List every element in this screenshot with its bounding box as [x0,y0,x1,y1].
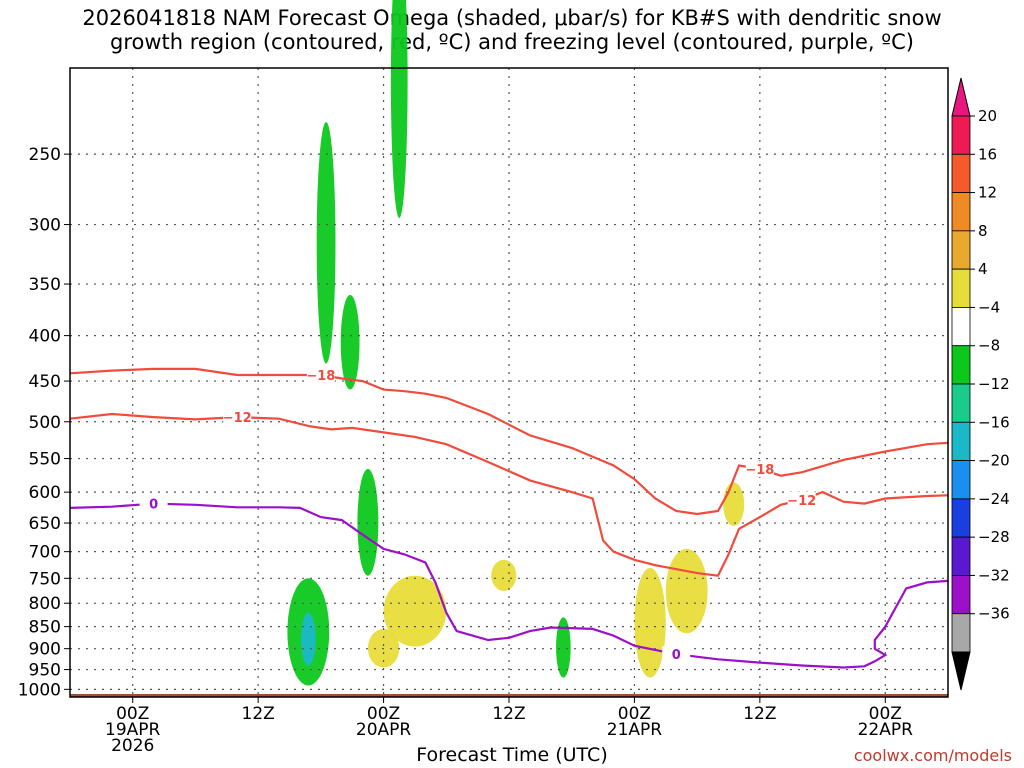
x-tick-label: 00Z [116,704,149,724]
contour-2 [69,502,949,669]
colorbar-label: 4 [978,260,988,278]
omega-region-11 [665,548,708,634]
omega-region-1 [390,0,408,219]
contour-label-bg [223,409,252,426]
contour-label-bg [745,460,774,477]
colorbar-bottom-arrow [951,651,971,691]
contour-layer: −18 −18 −12 −12 0 0 [69,367,949,669]
ground-layer [70,693,948,697]
contour-label: −12 [787,494,816,509]
y-tick-label: 300 [29,216,61,236]
colorbar-swatch [951,307,971,347]
x-tick-label: 20APR [356,720,412,740]
colorbar-label: −32 [978,566,1010,584]
colorbar-label: −36 [978,605,1010,623]
colorbar-swatch [951,153,971,193]
x-axis-label: Forecast Time (UTC) [416,744,608,766]
omega-region-5 [556,617,571,678]
colorbar-label: −4 [978,298,1000,316]
contour-label-bg [139,495,168,512]
y-tick-label: 900 [29,640,61,660]
y-tick-label: 850 [29,618,61,638]
y-tick-label: 750 [29,569,61,589]
colorbar-swatch [951,383,971,423]
y-tick-label: 800 [29,594,61,614]
contour-1 [69,412,949,577]
grid-layer [70,68,948,697]
colorbar-label: 12 [978,184,997,202]
y-tick-label: 650 [29,514,61,534]
y-tick-label: 950 [29,661,61,681]
x-tick-label: 00Z [618,704,651,724]
omega-region-12 [723,482,745,527]
x-tick-label: 00Z [869,704,902,724]
colorbar-swatch [951,421,971,461]
y-tick-label: 250 [29,145,61,165]
y-axis: 2503003504004505005506006507007508008509… [18,145,70,700]
colorbar-swatch [951,192,971,232]
colorbar-swatch [951,536,971,576]
omega-region-10 [634,567,666,678]
colorbar: 20 16 12 8 4 −4 −8 −12 −16 −20 −24 −28 −32 −36 [951,77,1010,691]
contour-label: −18 [745,463,774,478]
colorbar-label: −16 [978,413,1010,431]
chart-title: 2026041818 NAM Forecast Omega (shaded, μ… [82,6,942,54]
colorbar-label: −20 [978,452,1010,470]
colorbar-top-arrow [951,77,971,117]
colorbar-swatch [951,268,971,308]
ground-surface [70,693,948,697]
plot-frame [69,67,949,698]
colorbar-swatch [951,575,971,615]
omega-region-7 [383,575,447,647]
omega-fill-layer [287,0,745,686]
omega-region-8 [491,559,517,591]
colorbar-swatch [951,460,971,500]
colorbar-swatch [951,345,971,385]
y-tick-label: 500 [29,413,61,433]
x-tick-label: 12Z [743,704,776,724]
colorbar-swatch [951,498,971,538]
contour-label-bg [787,491,816,508]
contour-label: −12 [223,411,252,426]
contour-label-bg [662,646,691,663]
omega-region-6 [300,612,316,666]
omega-region-2 [340,294,360,390]
contour-0 [69,367,949,516]
x-tick-label: 21APR [607,720,663,740]
contour-label: 0 [672,648,681,663]
y-tick-label: 1000 [18,680,61,700]
colorbar-label: −28 [978,528,1010,546]
colorbar-swatch [951,613,971,653]
y-tick-label: 400 [29,327,61,347]
colorbar-label: 8 [978,222,988,240]
colorbar-label: −24 [978,490,1010,508]
omega-region-0 [316,121,336,364]
colorbar-swatch [951,115,971,155]
y-tick-label: 350 [29,275,61,295]
colorbar-label: −12 [978,375,1010,393]
x-tick-label: 2026 [111,736,154,756]
contour-label-bg [306,367,335,384]
colorbar-swatch [951,230,971,270]
colorbar-label: −8 [978,337,1000,355]
colorbar-label: 20 [978,107,997,125]
y-tick-label: 600 [29,483,61,503]
x-tick-label: 12Z [242,704,275,724]
x-tick-label: 19APR [105,720,161,740]
colorbar-label: 16 [978,145,997,163]
credit-text: coolwx.com/models [853,746,1012,765]
contour-label: 0 [149,498,158,513]
omega-region-4 [357,468,379,576]
x-tick-label: 00Z [367,704,400,724]
y-tick-label: 550 [29,450,61,470]
x-tick-label: 22APR [858,720,914,740]
contour-label: −18 [306,369,335,384]
x-tick-label: 12Z [492,704,525,724]
y-tick-label: 700 [29,543,61,563]
y-tick-label: 450 [29,372,61,392]
